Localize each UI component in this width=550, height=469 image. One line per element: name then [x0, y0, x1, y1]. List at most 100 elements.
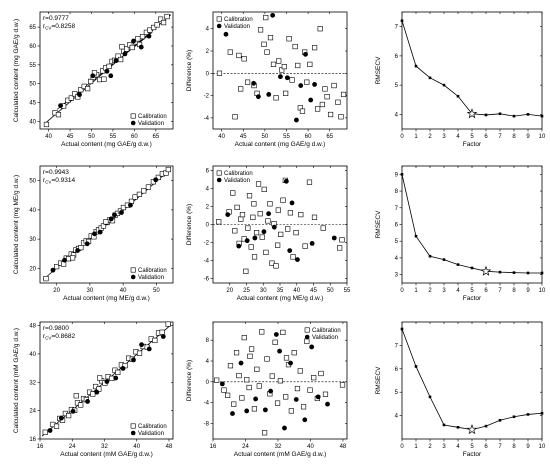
calibration-point	[295, 62, 301, 69]
y-tick-label: -2	[204, 241, 210, 247]
x-axis-title: Actual content (mg ME/g d.w.)	[63, 295, 150, 302]
validation-point	[277, 348, 282, 354]
calibration-point	[97, 375, 103, 381]
y-tick-label: -6	[204, 277, 210, 283]
y-axis-title: Calculated content (mM GAE/g d.w.)	[13, 328, 20, 433]
calibration-point	[267, 35, 274, 41]
calibration-point	[78, 87, 84, 93]
panel-row1-rmsecv: 0 1 2 3 4 5 6 7 8 9 10 4 5 6 7 Factor RMSECV	[375, 11, 546, 148]
validation-point	[122, 51, 128, 57]
calibration-point	[254, 366, 260, 372]
validation-point	[284, 75, 290, 81]
calibration-point	[257, 27, 264, 33]
calibration-point	[269, 260, 275, 266]
calibration-point	[289, 77, 295, 83]
validation-point	[309, 344, 315, 350]
calibration-point	[154, 22, 160, 28]
calibration-point	[285, 226, 291, 232]
validation-point	[138, 44, 144, 50]
y-tick-label: 9	[395, 172, 399, 178]
x-tick-label: 40	[293, 288, 300, 294]
series-validation	[219, 332, 330, 431]
calibration-point	[251, 406, 258, 412]
rmsecv-point	[414, 64, 418, 68]
calibration-point	[311, 45, 318, 51]
series-calibration	[43, 166, 171, 282]
validation-point	[77, 92, 82, 98]
validation-point	[104, 379, 110, 384]
x-tick-label: 3	[442, 134, 446, 140]
validation-point	[160, 334, 166, 339]
panel-row3-prediction: 16 24 32 40 48 16 24 32 40 48 Actual content (mM G…	[13, 321, 174, 458]
y-tick-label: 60	[29, 44, 36, 50]
calibration-point	[141, 188, 147, 194]
rmsecv-point	[442, 258, 446, 261]
calibration-point	[275, 207, 281, 213]
validation-point	[302, 417, 308, 423]
y-tick-label: 55	[29, 63, 36, 69]
legend-validation-marker	[216, 177, 222, 183]
x-tick-label: 7	[498, 134, 502, 140]
x-tick-label: 9	[526, 288, 530, 294]
rmsecv-point	[498, 418, 502, 422]
calibration-point	[256, 383, 262, 389]
x-tick-label: 60	[305, 134, 312, 140]
calibration-point	[164, 13, 170, 20]
validation-point	[253, 396, 259, 402]
calibration-point	[274, 400, 281, 406]
validation-point	[70, 408, 76, 414]
legend-entry: Validation	[224, 24, 250, 30]
validation-point	[84, 241, 90, 247]
x-tick-label: 10	[539, 134, 546, 140]
x-tick-label: 16	[210, 444, 217, 450]
plot-frame	[39, 11, 174, 130]
optimum-factor-star	[480, 265, 492, 276]
x-axis-title: Factor	[463, 295, 482, 302]
x-tick-label: 50	[327, 288, 334, 294]
cv-correlation-annotation: rCV=0.9314	[43, 177, 75, 185]
calibration-point	[283, 90, 289, 96]
calibration-point	[53, 423, 60, 429]
legend-validation-marker	[130, 430, 136, 436]
calibration-point	[283, 355, 290, 361]
x-tick-label: 45	[67, 134, 74, 140]
x-tick-label: 5	[470, 288, 474, 294]
y-axis-title: Difference (%)	[186, 50, 193, 91]
y-tick-label: 30	[29, 237, 36, 243]
calibration-point	[275, 242, 281, 248]
x-tick-label: 5	[470, 134, 474, 140]
calibration-point	[320, 225, 326, 231]
calibration-point	[43, 121, 50, 128]
calibration-point	[287, 210, 293, 216]
rmsecv-point	[456, 263, 460, 266]
cv-correlation-annotation: rCV=0.8258	[43, 23, 75, 31]
calibration-point	[250, 214, 256, 220]
series-calibration	[214, 329, 346, 436]
correlation-annotation: r=0.9800	[43, 325, 69, 332]
calibration-point	[247, 353, 253, 359]
calibration-point	[322, 86, 328, 92]
calibration-point	[132, 194, 138, 200]
calibration-point	[263, 14, 269, 21]
y-axis-title: Difference (%)	[186, 360, 193, 401]
calibration-point	[159, 329, 165, 335]
validation-point	[58, 103, 63, 108]
calibration-point	[232, 114, 238, 120]
y-tick-label: 32	[29, 380, 36, 386]
y-tick-label: 6	[206, 169, 210, 175]
rmsecv-point	[512, 415, 516, 419]
x-tick-label: 1	[414, 288, 418, 294]
legend-entry: Calibration	[138, 424, 167, 430]
validation-point	[94, 389, 100, 395]
calibration-point	[337, 245, 343, 251]
calibration-point	[319, 101, 325, 108]
y-axis-title: RMSECV	[375, 56, 382, 84]
x-tick-label: 35	[277, 288, 284, 294]
calibration-point	[97, 76, 103, 83]
correlation-annotation: r=0.9777	[43, 15, 69, 22]
validation-point	[97, 229, 103, 235]
y-tick-label: 5	[395, 239, 399, 245]
calibration-point	[253, 230, 260, 236]
calibration-point	[304, 79, 310, 85]
rmsecv-point	[498, 270, 502, 274]
